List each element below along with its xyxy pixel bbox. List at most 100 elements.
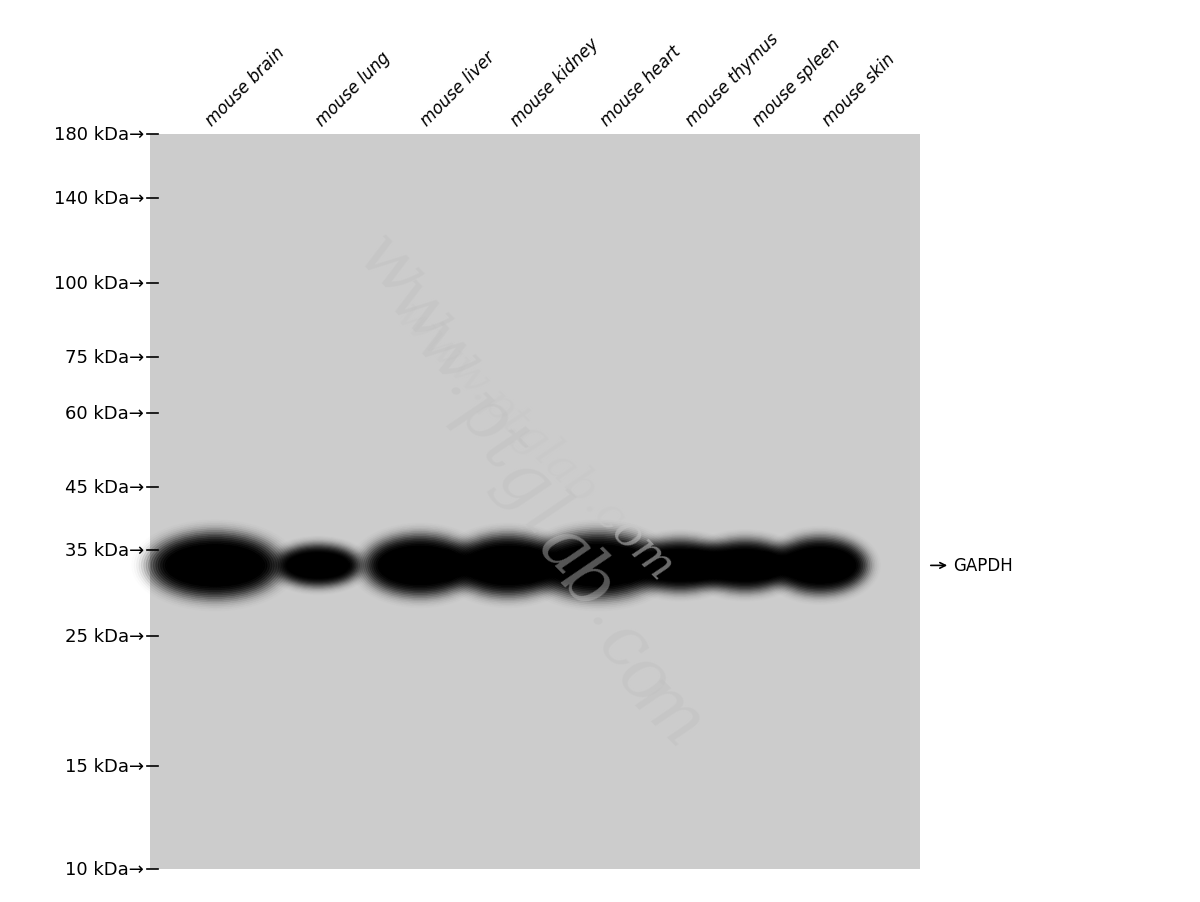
Ellipse shape (690, 536, 800, 596)
Ellipse shape (378, 547, 462, 585)
Ellipse shape (697, 541, 793, 591)
Ellipse shape (154, 536, 277, 595)
Ellipse shape (640, 548, 720, 584)
Ellipse shape (715, 555, 775, 576)
Ellipse shape (163, 543, 266, 588)
Text: 25 kDa→: 25 kDa→ (65, 627, 144, 645)
Ellipse shape (271, 542, 365, 589)
Ellipse shape (528, 529, 667, 603)
Ellipse shape (542, 539, 653, 592)
Ellipse shape (451, 535, 564, 596)
Ellipse shape (535, 534, 660, 597)
Ellipse shape (779, 543, 862, 588)
Text: 15 kDa→: 15 kDa→ (65, 757, 144, 775)
Text: 140 kDa→: 140 kDa→ (54, 189, 144, 207)
Ellipse shape (778, 542, 863, 590)
Ellipse shape (472, 551, 544, 580)
Ellipse shape (146, 530, 284, 601)
Ellipse shape (647, 554, 713, 578)
Ellipse shape (798, 558, 841, 573)
Ellipse shape (281, 549, 355, 583)
Text: m: m (618, 665, 716, 763)
Ellipse shape (474, 553, 542, 579)
Ellipse shape (283, 550, 353, 582)
Ellipse shape (168, 547, 262, 585)
Ellipse shape (538, 536, 658, 595)
Ellipse shape (274, 543, 362, 588)
Ellipse shape (448, 531, 569, 600)
Ellipse shape (450, 533, 566, 598)
Ellipse shape (149, 532, 281, 599)
Text: t: t (468, 415, 538, 485)
Ellipse shape (702, 545, 787, 586)
Ellipse shape (463, 545, 552, 587)
Ellipse shape (358, 530, 482, 602)
Ellipse shape (366, 537, 474, 595)
Ellipse shape (768, 534, 871, 597)
Ellipse shape (278, 547, 358, 584)
Ellipse shape (466, 547, 550, 585)
Ellipse shape (552, 547, 644, 585)
Text: l: l (512, 483, 578, 550)
Ellipse shape (722, 559, 768, 573)
Ellipse shape (468, 548, 548, 584)
Ellipse shape (376, 545, 464, 587)
Ellipse shape (382, 549, 458, 582)
Ellipse shape (695, 539, 794, 592)
Ellipse shape (691, 537, 798, 594)
Text: 100 kDa→: 100 kDa→ (54, 275, 144, 293)
Ellipse shape (280, 548, 356, 584)
Ellipse shape (772, 538, 868, 594)
Ellipse shape (527, 528, 670, 604)
Ellipse shape (367, 538, 473, 594)
Ellipse shape (170, 548, 260, 584)
Text: .: . (434, 355, 492, 413)
Ellipse shape (706, 548, 784, 584)
Text: mouse brain: mouse brain (203, 44, 288, 130)
Text: mouse liver: mouse liver (418, 49, 499, 130)
Text: c: c (583, 608, 662, 686)
Ellipse shape (185, 557, 245, 575)
Ellipse shape (701, 544, 790, 588)
Ellipse shape (470, 549, 546, 582)
Text: g: g (481, 443, 564, 525)
Ellipse shape (629, 539, 732, 592)
Bar (150, 135, 920, 869)
Text: mouse kidney: mouse kidney (508, 35, 602, 130)
Text: 75 kDa→: 75 kDa→ (65, 348, 144, 366)
Ellipse shape (289, 555, 347, 577)
Ellipse shape (626, 538, 733, 594)
Ellipse shape (373, 543, 467, 588)
Text: .: . (576, 585, 634, 642)
Ellipse shape (284, 551, 352, 580)
Text: 10 kDa→: 10 kDa→ (65, 860, 144, 878)
Text: 180 kDa→: 180 kDa→ (54, 126, 144, 143)
Ellipse shape (625, 537, 736, 594)
Ellipse shape (287, 554, 349, 578)
Ellipse shape (270, 541, 366, 591)
Ellipse shape (636, 545, 724, 586)
Ellipse shape (372, 541, 468, 590)
Text: www.ptglab.com: www.ptglab.com (386, 294, 683, 590)
Text: mouse thymus: mouse thymus (683, 30, 782, 130)
Ellipse shape (540, 538, 655, 594)
Ellipse shape (144, 529, 287, 603)
Text: a: a (524, 510, 605, 590)
Ellipse shape (786, 549, 854, 583)
Text: 45 kDa→: 45 kDa→ (65, 478, 144, 496)
Ellipse shape (462, 543, 554, 588)
Ellipse shape (460, 541, 557, 590)
Ellipse shape (361, 533, 479, 598)
Ellipse shape (559, 552, 637, 580)
Ellipse shape (151, 534, 278, 597)
Ellipse shape (454, 537, 563, 595)
Ellipse shape (166, 545, 265, 586)
Ellipse shape (698, 542, 791, 589)
Ellipse shape (649, 555, 710, 576)
Text: mouse spleen: mouse spleen (749, 35, 844, 130)
Text: w: w (343, 220, 437, 314)
Ellipse shape (694, 538, 797, 594)
Ellipse shape (360, 531, 480, 600)
Text: b: b (546, 543, 629, 625)
Ellipse shape (275, 545, 361, 587)
